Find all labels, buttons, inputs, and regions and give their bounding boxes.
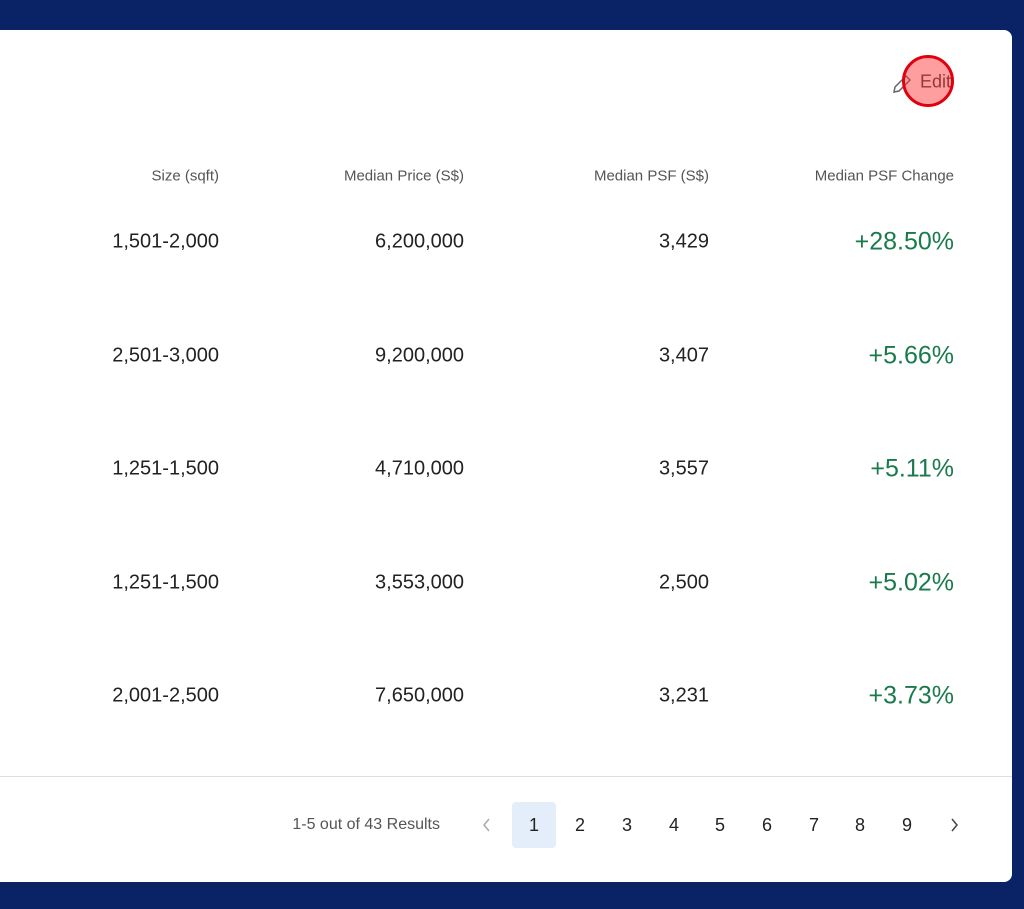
- page-button[interactable]: 4: [668, 815, 679, 835]
- table-cell: 6,200,000: [375, 230, 464, 253]
- table-cell: 2,001-2,500: [112, 684, 219, 707]
- table-cell: 7,650,000: [375, 684, 464, 707]
- column-header: Median PSF (S$): [593, 167, 709, 185]
- table-cell: 4,710,000: [375, 457, 464, 480]
- change-cell: +5.11%: [870, 454, 954, 483]
- table-cell: 2,501-3,000: [112, 344, 219, 367]
- table-cell: 2,500: [658, 571, 709, 594]
- page-button[interactable]: 3: [621, 815, 632, 835]
- change-cell: +28.50%: [854, 227, 954, 256]
- results-summary: 1-5 out of 43 Results: [292, 816, 440, 833]
- divider: [0, 776, 1012, 777]
- table-cell: 1,251-1,500: [112, 457, 219, 480]
- next-arrow[interactable]: [947, 817, 961, 833]
- table-cell: 1,251-1,500: [112, 571, 219, 594]
- page-button[interactable]: 8: [854, 815, 865, 835]
- page-button[interactable]: 7: [808, 815, 819, 835]
- table-cell: 3,553,000: [375, 571, 464, 594]
- page-button[interactable]: 5: [714, 815, 725, 835]
- prev-arrow[interactable]: [480, 817, 494, 833]
- table-cell: 3,231: [658, 684, 709, 707]
- column-header: Size (sqft): [151, 167, 219, 185]
- page-button[interactable]: 2: [574, 815, 585, 835]
- table-cell: 3,429: [658, 230, 709, 253]
- table-cell: 3,407: [658, 344, 709, 367]
- column-header: Median PSF Change: [814, 167, 954, 185]
- page-button[interactable]: 1: [512, 802, 556, 848]
- page-button[interactable]: 6: [761, 815, 772, 835]
- table-cell: 1,501-2,000: [112, 230, 219, 253]
- change-cell: +3.73%: [868, 681, 955, 710]
- table-cell: 9,200,000: [375, 344, 464, 367]
- change-cell: +5.66%: [868, 341, 955, 370]
- change-cell: +5.02%: [868, 568, 955, 597]
- page-button[interactable]: 9: [901, 815, 912, 835]
- column-header: Median Price (S$): [343, 167, 464, 185]
- highlight-circle: [902, 55, 954, 107]
- card: Edit Size (sqft) Median Price (S$) Median …: [0, 30, 1012, 882]
- table-cell: 3,557: [658, 457, 709, 480]
